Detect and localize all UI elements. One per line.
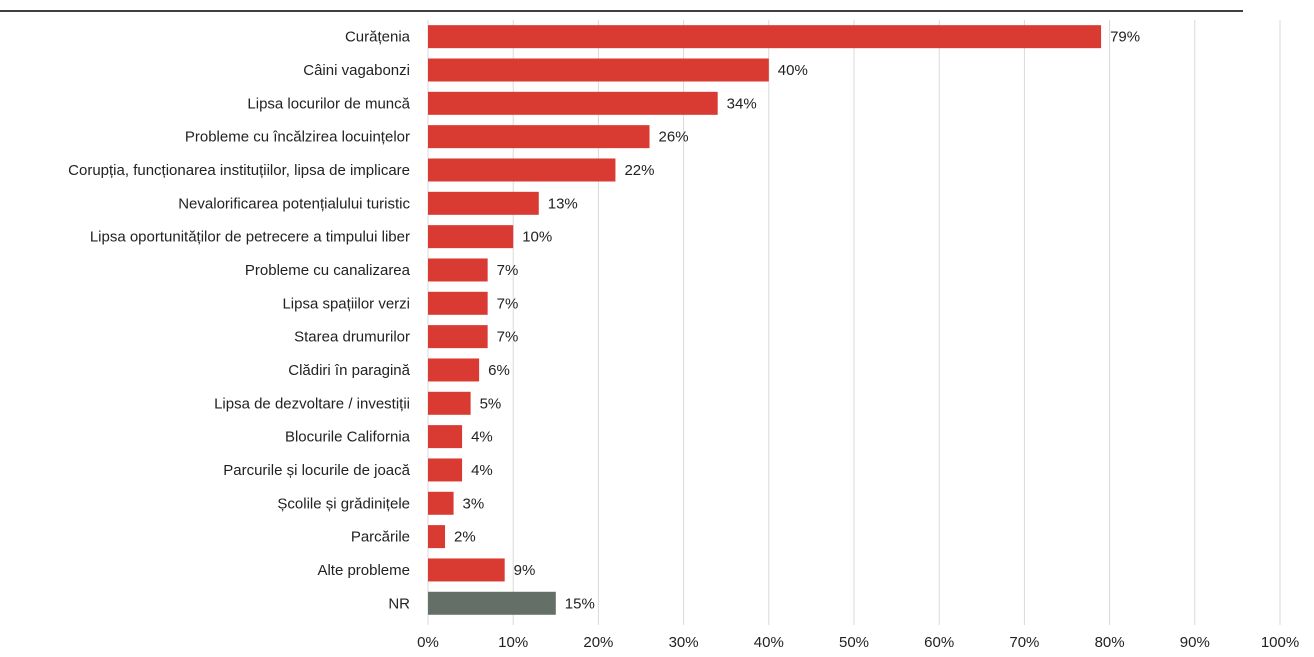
value-label: 5%: [480, 395, 502, 412]
bar: [428, 458, 463, 482]
bar: [428, 425, 463, 449]
category-label: Lipsa locurilor de muncă: [247, 95, 410, 112]
category-label: Lipsa spațiilor verzi: [282, 295, 410, 312]
bar: [428, 25, 1102, 49]
bar: [428, 325, 488, 349]
value-label: 7%: [497, 262, 519, 279]
bar: [428, 525, 446, 549]
bar: [428, 125, 650, 149]
value-label: 7%: [497, 329, 519, 346]
x-tick-label: 70%: [1009, 634, 1039, 651]
category-label: Alte probleme: [317, 562, 410, 579]
bar: [428, 358, 480, 382]
category-label: Nevalorificarea potențialului turistic: [178, 195, 410, 212]
x-tick-label: 50%: [839, 634, 869, 651]
value-label: 9%: [514, 562, 536, 579]
value-label: 26%: [659, 129, 689, 146]
category-label: Probleme cu canalizarea: [245, 262, 411, 279]
bar: [428, 158, 616, 182]
x-tick-label: 90%: [1180, 634, 1210, 651]
value-label: 40%: [778, 62, 808, 79]
x-tick-label: 60%: [924, 634, 954, 651]
bar: [428, 558, 505, 582]
gridlines: [427, 20, 1281, 625]
category-label: NR: [388, 595, 410, 612]
value-label: 6%: [488, 362, 510, 379]
x-axis-tick-labels: 0% 10% 20% 30% 40% 50% 60% 70% 80% 90% 100%: [417, 634, 1299, 651]
bars: [428, 25, 1102, 615]
category-label: Starea drumurilor: [294, 329, 410, 346]
bar: [428, 591, 556, 615]
value-label: 3%: [463, 495, 485, 512]
value-labels: 79%40%34%26%22%13%10%7%7%7%6%5%4%4%3%2%9…: [454, 29, 1140, 613]
bar: [428, 191, 539, 215]
category-label: Curățenia: [345, 29, 411, 46]
x-tick-label: 10%: [498, 634, 528, 651]
x-tick-label: 40%: [754, 634, 784, 651]
bar: [428, 491, 454, 515]
category-labels: Curățenia Câini vagabonzi Lipsa locurilor …: [68, 29, 410, 613]
category-label: Parcurile și locurile de joacă: [223, 462, 410, 479]
bar: [428, 225, 514, 249]
x-tick-label: 0%: [417, 634, 439, 651]
value-label: 22%: [624, 162, 654, 179]
value-label: 4%: [471, 462, 493, 479]
category-label: Lipsa oportunităților de petrecere a tim…: [90, 229, 410, 246]
value-label: 2%: [454, 529, 476, 546]
value-label: 79%: [1110, 29, 1140, 46]
value-label: 10%: [522, 229, 552, 246]
category-label: Corupția, funcționarea instituțiilor, li…: [68, 162, 410, 179]
bar: [428, 258, 488, 282]
value-label: 13%: [548, 195, 578, 212]
category-label: Probleme cu încălzirea locuințelor: [185, 129, 410, 146]
category-label: Școlile și grădinițele: [277, 495, 410, 512]
category-label: Câini vagabonzi: [303, 62, 410, 79]
category-label: Blocurile California: [285, 429, 411, 446]
x-tick-label: 80%: [1095, 634, 1125, 651]
value-label: 15%: [565, 595, 595, 612]
value-label: 7%: [497, 295, 519, 312]
x-tick-label: 100%: [1261, 634, 1299, 651]
x-tick-label: 20%: [583, 634, 613, 651]
bar: [428, 291, 488, 315]
bar: [428, 91, 718, 115]
x-tick-label: 30%: [669, 634, 699, 651]
category-label: Lipsa de dezvoltare / investiții: [214, 395, 410, 412]
bar: [428, 391, 471, 415]
bar: [428, 58, 769, 82]
value-label: 34%: [727, 95, 757, 112]
category-label: Parcările: [351, 529, 410, 546]
category-label: Clădiri în paragină: [288, 362, 410, 379]
value-label: 4%: [471, 429, 493, 446]
